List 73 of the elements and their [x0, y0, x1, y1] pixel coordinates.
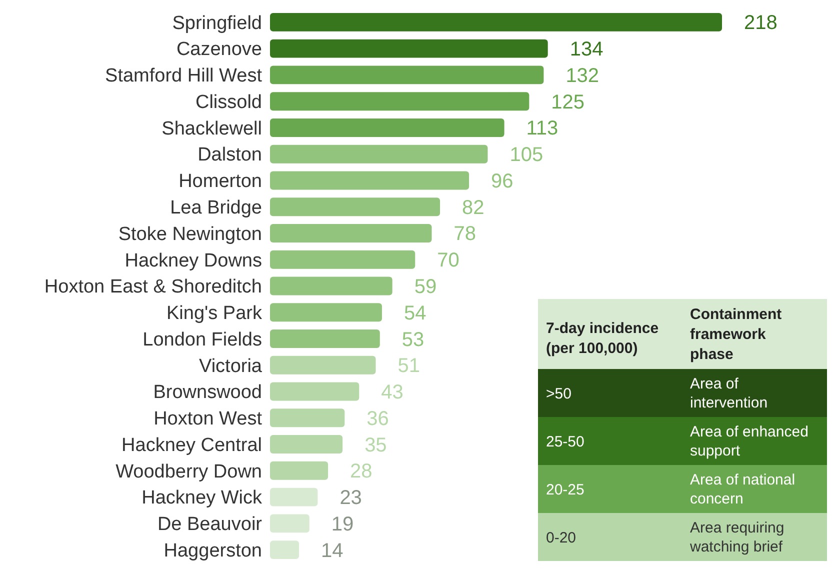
category-label: >50: [546, 385, 572, 402]
data-label: 105: [510, 144, 544, 166]
data-label: 36: [366, 408, 389, 430]
y-tick-label: Stoke Newington: [118, 224, 262, 245]
bar: [270, 66, 544, 84]
bar: [270, 12, 722, 32]
bar: [270, 461, 328, 480]
data-label: 134: [570, 38, 604, 61]
y-tick-label: Victoria: [198, 356, 262, 377]
y-tick-label: Stamford Hill West: [105, 66, 263, 87]
category-label: 0-20: [546, 529, 576, 546]
annotation: Area of intervention: [690, 376, 768, 412]
data-label: 35: [364, 434, 387, 456]
bar: [270, 356, 376, 374]
y-tick-label: Lea Bridge: [170, 198, 262, 219]
bar: [270, 39, 548, 58]
y-tick-label: Clissold: [195, 92, 262, 113]
bar: [270, 92, 530, 111]
data-label: 53: [402, 328, 424, 351]
bar: [270, 330, 380, 348]
bar: [270, 250, 416, 269]
bar: [270, 276, 392, 296]
bar: [270, 224, 432, 242]
y-tick-label: Hackney Downs: [124, 250, 262, 272]
annotation: Area of enhanced support: [690, 424, 808, 460]
y-tick-label: Shacklewell: [162, 118, 262, 140]
bar: [270, 171, 470, 190]
data-label: 113: [526, 118, 558, 140]
y-tick-label: Hoxton West: [154, 408, 263, 430]
data-label: 82: [462, 196, 484, 219]
y-tick-label: Hackney Wick: [142, 488, 262, 509]
data-label: 28: [350, 460, 372, 483]
annotation: Area requiring watching brief: [689, 520, 784, 556]
data-label: 125: [551, 91, 585, 114]
bar: [270, 488, 318, 506]
bar: [270, 408, 345, 428]
data-label: 54: [404, 302, 426, 324]
bar: [270, 118, 504, 137]
category-label: 25-50: [546, 433, 584, 450]
bar: [270, 303, 382, 322]
data-label: 23: [340, 487, 362, 510]
y-tick-label: King's Park: [166, 303, 262, 324]
bar: [270, 435, 343, 454]
data-label: 132: [566, 64, 600, 87]
annotation: 7-day incidence (per 100,000): [546, 320, 659, 357]
bar: [270, 382, 360, 401]
y-tick-label: Homerton: [178, 171, 262, 192]
annotation: Containment framework phase: [690, 306, 782, 363]
y-tick-label: Springfield: [172, 12, 262, 34]
y-tick-label: London Fields: [142, 329, 262, 350]
data-label: 78: [454, 223, 476, 246]
data-label: 43: [381, 382, 404, 404]
bar: [270, 514, 310, 533]
annotation: Area of national concern: [690, 472, 796, 508]
bar: [270, 144, 488, 164]
data-label: 59: [414, 276, 437, 298]
y-tick-label: De Beauvoir: [157, 514, 263, 536]
y-tick-label: Brownswood: [153, 382, 262, 404]
bar: [270, 540, 300, 560]
y-tick-label: Cazenove: [176, 39, 262, 60]
category-label: 20-25: [546, 481, 584, 498]
data-label: 14: [321, 540, 344, 562]
y-tick-label: Dalston: [198, 144, 262, 166]
data-label: 19: [331, 513, 354, 536]
y-tick-label: Haggerston: [164, 540, 262, 562]
y-tick-label: Woodberry Down: [116, 461, 262, 482]
data-label: 218: [744, 12, 778, 34]
data-label: 96: [491, 170, 514, 192]
data-label: 51: [398, 355, 420, 378]
y-tick-label: Hackney Central: [122, 434, 262, 456]
y-tick-label: Hoxton East & Shoreditch: [44, 276, 262, 298]
bar: [270, 198, 440, 216]
data-label: 70: [437, 250, 460, 272]
